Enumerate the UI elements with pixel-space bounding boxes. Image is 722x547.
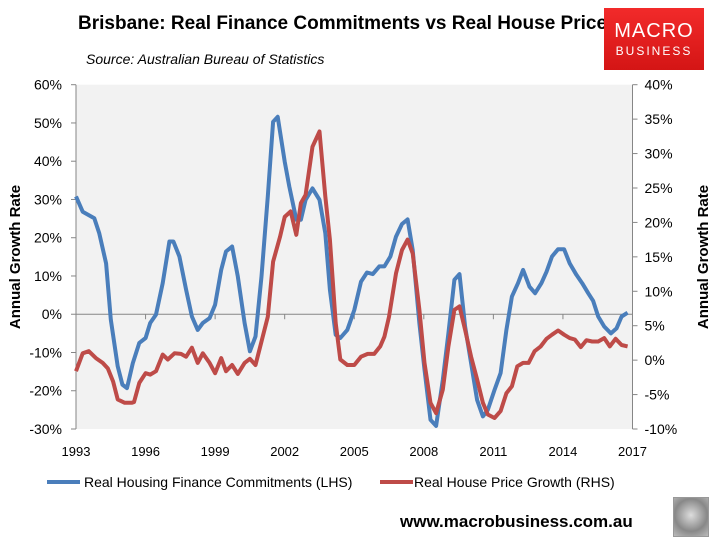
logo-line2: BUSINESS — [615, 44, 693, 58]
y-axis-label-right: Annual Growth Rate — [695, 185, 712, 329]
y-tick-label-right: -5% — [645, 387, 670, 403]
y-tick-label-left: 0% — [42, 306, 62, 322]
chart-title: Brisbane: Real Finance Commitments vs Re… — [78, 13, 618, 34]
plot-area — [76, 84, 633, 429]
x-tick-label: 1993 — [62, 444, 91, 459]
y-tick-label-right: 20% — [645, 214, 673, 230]
y-tick-label-right: 25% — [645, 180, 673, 196]
x-tick-label: 2002 — [270, 444, 299, 459]
chart-source: Source: Australian Bureau of Statistics — [86, 51, 325, 67]
y-tick-label-right: 15% — [645, 249, 673, 265]
y-tick-label-left: 50% — [34, 115, 62, 131]
x-tick-label: 2014 — [548, 444, 577, 459]
x-tick-label: 2011 — [479, 444, 507, 459]
y-tick-label-left: 40% — [34, 153, 62, 169]
macrobusiness-logo: MACRO BUSINESS — [604, 8, 704, 70]
x-tick-label: 1999 — [201, 444, 230, 459]
y-tick-label-left: -20% — [29, 383, 62, 399]
wolf-logo-icon — [673, 497, 709, 537]
y-tick-label-right: 40% — [645, 77, 673, 93]
y-tick-label-left: 10% — [34, 268, 62, 284]
series-line-house-price-growth — [74, 129, 629, 420]
y-tick-label-right: 30% — [645, 146, 673, 162]
x-tick-label: 2008 — [409, 444, 438, 459]
y-tick-label-right: 5% — [645, 318, 665, 334]
y-tick-label-left: -30% — [29, 421, 62, 437]
legend-label: Real Housing Finance Commitments (LHS) — [84, 474, 352, 490]
legend: Real Housing Finance Commitments (LHS) Re… — [47, 474, 615, 490]
x-tick-label: 2017 — [618, 444, 647, 459]
footer-url: www.macrobusiness.com.au — [400, 512, 633, 531]
y-tick-label-left: -10% — [29, 344, 62, 360]
y-tick-label-left: 60% — [34, 77, 62, 93]
y-tick-label-left: 30% — [34, 191, 62, 207]
logo-line1: MACRO — [614, 20, 694, 42]
x-tick-label: 1996 — [131, 444, 160, 459]
y-tick-label-right: 10% — [645, 283, 673, 299]
y-tick-label-right: 0% — [645, 352, 665, 368]
y-tick-label-right: -10% — [645, 421, 678, 437]
y-axis-label-left: Annual Growth Rate — [7, 185, 24, 329]
legend-label: Real House Price Growth (RHS) — [414, 474, 615, 490]
y-tick-label-left: 20% — [34, 230, 62, 246]
series-line-finance-commitments — [74, 114, 629, 428]
x-tick-label: 2005 — [340, 444, 369, 459]
y-tick-label-right: 35% — [645, 111, 673, 127]
